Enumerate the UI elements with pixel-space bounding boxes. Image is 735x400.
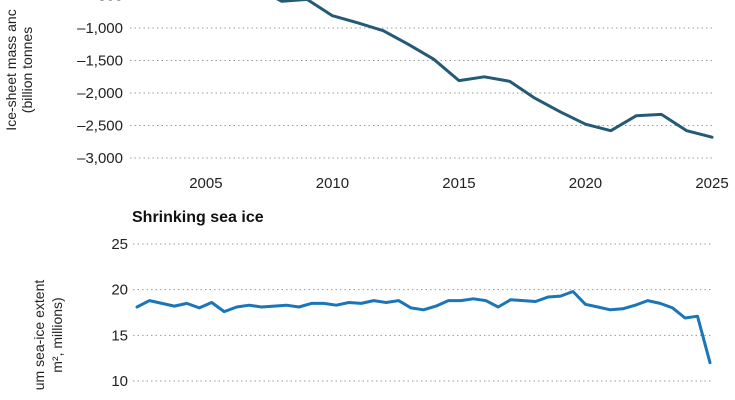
ice-sheet-y-axis-title: Ice-sheet mass anc (billion tonnes (3, 9, 35, 130)
sea-ice-y-axis-title-line-1: um sea-ice extent (31, 280, 47, 391)
ice-sheet-mass-line (276, 0, 714, 139)
sea-ice-y-axis-title-line-2: m², millions) (49, 297, 65, 372)
ice-sheet-x-tick-label: 2005 (189, 175, 222, 192)
ice-sheet-y-axis-title-line-1: Ice-sheet mass anc (3, 9, 19, 130)
sea-ice-gridlines (133, 243, 712, 382)
ice-sheet-x-tick-label: 2025 (695, 175, 728, 192)
ice-sheet-x-tick-label: 2015 (442, 175, 475, 192)
sea-ice-y-tick-label: 25 (111, 236, 128, 253)
sea-ice-panel: Shrinking sea ice 25 20 15 10 um sea-ice ex… (31, 209, 712, 390)
sea-ice-y-axis-title: um sea-ice extent m², millions) (31, 280, 65, 391)
ice-sheet-x-tick-label: 2010 (316, 175, 349, 192)
ice-sheet-x-tick-labels: 2005 2010 2015 2020 2025 (189, 175, 728, 192)
sea-ice-y-tick-label: 20 (111, 282, 128, 299)
ice-sheet-gridlines (130, 27, 712, 159)
ice-sheet-series (276, 0, 714, 139)
ice-sheet-y-tick-label: –2,500 (77, 118, 123, 135)
ice-sheet-y-tick-labels: -500 –1,000 –1,500 –2,000 –2,500 –3,000 (77, 0, 123, 167)
sea-ice-series (135, 290, 712, 365)
sea-ice-y-tick-labels: 25 20 15 10 (111, 236, 128, 390)
ice-sheet-panel: -500–1,000–1,500–2,000–2,500–3,000 20052… (3, 0, 729, 192)
ice-sheet-y-tick-label: –1,500 (77, 53, 123, 70)
sea-ice-panel-title: Shrinking sea ice (132, 209, 264, 226)
ice-sheet-y-tick-label: –3,000 (77, 150, 123, 167)
ice-sheet-x-tick-label: 2020 (569, 175, 602, 192)
sea-ice-extent-line (135, 290, 712, 365)
sea-ice-y-tick-label: 10 (111, 373, 128, 390)
ice-sheet-y-tick-label: –1,000 (77, 20, 123, 37)
sea-ice-y-tick-label: 15 (111, 327, 128, 344)
ice-sheet-y-tick-label: –2,000 (77, 85, 123, 102)
ice-sheet-y-tick-label: -500 (93, 0, 123, 5)
ice-sheet-y-axis-title-line-2: (billion tonnes (19, 27, 35, 113)
